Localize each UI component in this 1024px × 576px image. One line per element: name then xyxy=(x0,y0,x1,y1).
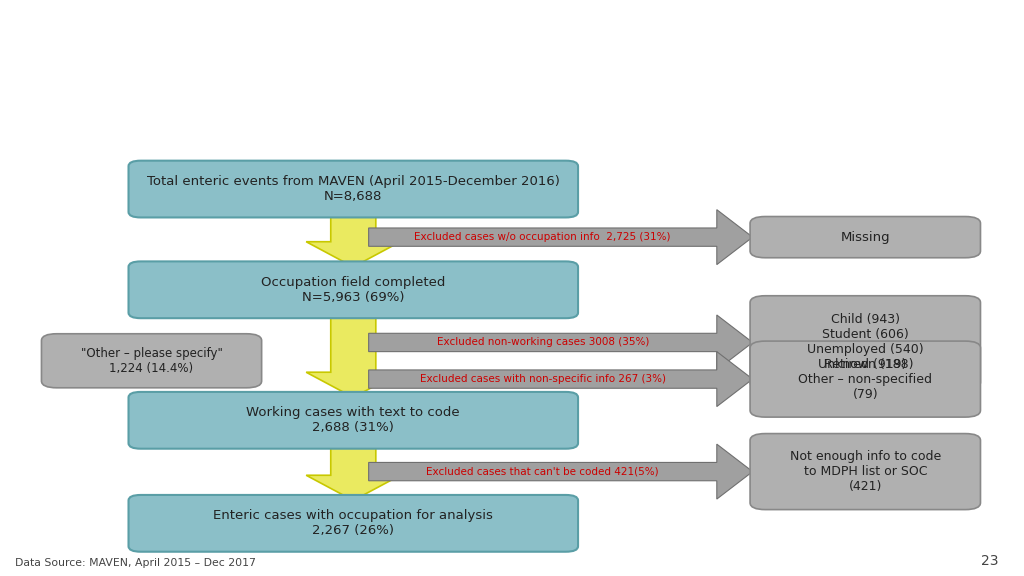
FancyBboxPatch shape xyxy=(750,434,980,510)
Polygon shape xyxy=(369,210,753,264)
FancyBboxPatch shape xyxy=(128,262,578,318)
Polygon shape xyxy=(306,443,400,501)
Text: Occupation Data Analysis: Occupation Data Analysis xyxy=(232,25,792,63)
Text: Excluded cases w/o occupation info  2,725 (31%): Excluded cases w/o occupation info 2,725… xyxy=(415,232,671,242)
FancyBboxPatch shape xyxy=(128,392,578,449)
Text: Excluded cases with non-specific info 267 (3%): Excluded cases with non-specific info 26… xyxy=(420,374,666,384)
Text: Excluded cases that can't be coded 421(5%): Excluded cases that can't be coded 421(5… xyxy=(426,467,659,476)
Polygon shape xyxy=(306,313,400,397)
FancyBboxPatch shape xyxy=(750,217,980,257)
Text: Enteric cases with occupation for analysis
2,267 (26%): Enteric cases with occupation for analys… xyxy=(213,509,494,537)
Polygon shape xyxy=(369,444,753,499)
Text: Enteric Cases (April 2015-December 2016): Enteric Cases (April 2015-December 2016) xyxy=(297,81,727,98)
Text: Data Source: MAVEN, April 2015 – Dec 2017: Data Source: MAVEN, April 2015 – Dec 201… xyxy=(15,558,256,568)
Text: Working cases with text to code
2,688 (31%): Working cases with text to code 2,688 (3… xyxy=(247,406,460,434)
Polygon shape xyxy=(369,351,753,407)
FancyBboxPatch shape xyxy=(128,495,578,552)
Text: Not enough info to code
to MDPH list or SOC
(421): Not enough info to code to MDPH list or … xyxy=(790,450,941,493)
FancyBboxPatch shape xyxy=(750,295,980,389)
Text: Total enteric events from MAVEN (April 2015-December 2016)
N=8,688: Total enteric events from MAVEN (April 2… xyxy=(146,175,560,203)
FancyBboxPatch shape xyxy=(128,161,578,218)
Text: 23: 23 xyxy=(981,554,998,568)
FancyBboxPatch shape xyxy=(41,334,262,388)
Text: Unknown (188)
Other – non-specified
(79): Unknown (188) Other – non-specified (79) xyxy=(799,358,932,400)
Text: Excluded non-working cases 3008 (35%): Excluded non-working cases 3008 (35%) xyxy=(436,338,649,347)
Text: "Other – please specify"
1,224 (14.4%): "Other – please specify" 1,224 (14.4%) xyxy=(81,347,222,375)
Text: Child (943)
Student (606)
Unemployed (540)
Retired (919): Child (943) Student (606) Unemployed (54… xyxy=(807,313,924,372)
Text: Occupation field completed
N=5,963 (69%): Occupation field completed N=5,963 (69%) xyxy=(261,276,445,304)
Polygon shape xyxy=(306,212,400,267)
Text: Missing: Missing xyxy=(841,230,890,244)
FancyBboxPatch shape xyxy=(750,341,980,417)
Polygon shape xyxy=(369,315,753,370)
